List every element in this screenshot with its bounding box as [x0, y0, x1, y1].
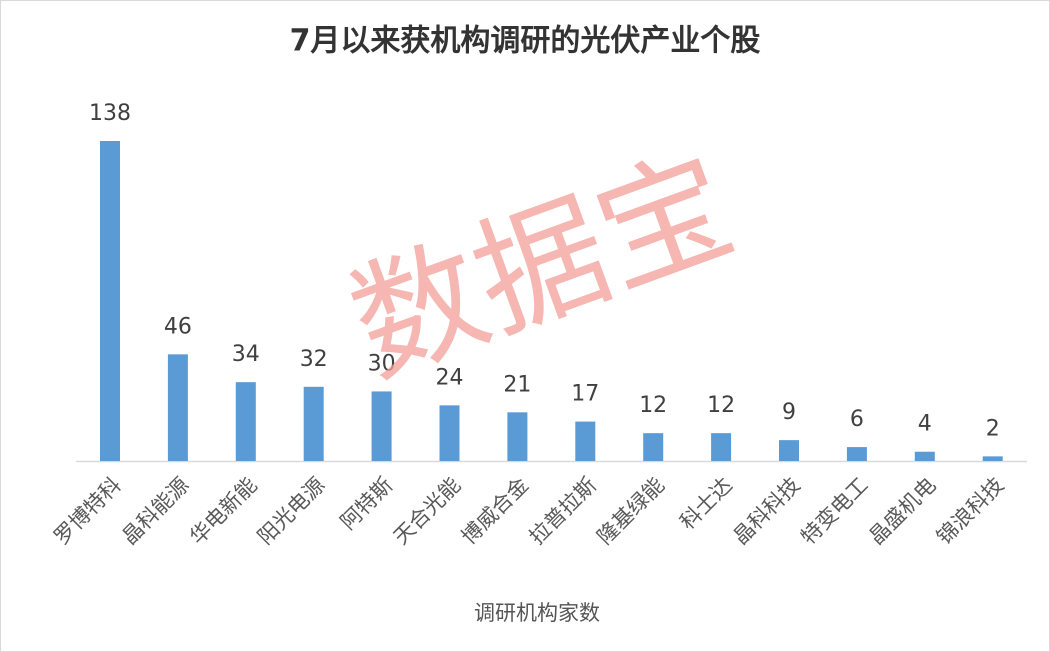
value-label: 17	[571, 382, 599, 407]
bar	[914, 451, 935, 461]
value-label: 2	[986, 416, 1000, 441]
value-label: 4	[918, 412, 932, 437]
value-label: 12	[707, 393, 735, 418]
x-axis-label: 调研机构家数	[474, 601, 600, 625]
value-label: 34	[232, 342, 260, 367]
bar	[439, 405, 460, 461]
bar	[846, 447, 867, 461]
bar	[371, 391, 392, 461]
value-label: 21	[503, 372, 531, 397]
bar	[711, 433, 732, 461]
value-label: 46	[164, 314, 192, 339]
value-label: 32	[300, 347, 328, 372]
bar	[100, 141, 120, 461]
value-label: 30	[368, 351, 396, 376]
value-label: 138	[89, 101, 131, 126]
value-label: 9	[782, 400, 796, 425]
value-label: 6	[850, 407, 864, 432]
bar	[643, 433, 664, 461]
bar	[235, 382, 256, 461]
bar	[982, 456, 1003, 461]
bar	[575, 421, 596, 461]
bar	[167, 354, 188, 461]
value-label: 24	[436, 365, 464, 390]
chart-title: 7月以来获机构调研的光伏产业个股	[290, 24, 761, 59]
bar	[507, 412, 528, 461]
value-label: 12	[639, 393, 667, 418]
bar	[779, 440, 799, 461]
bar	[303, 386, 324, 461]
